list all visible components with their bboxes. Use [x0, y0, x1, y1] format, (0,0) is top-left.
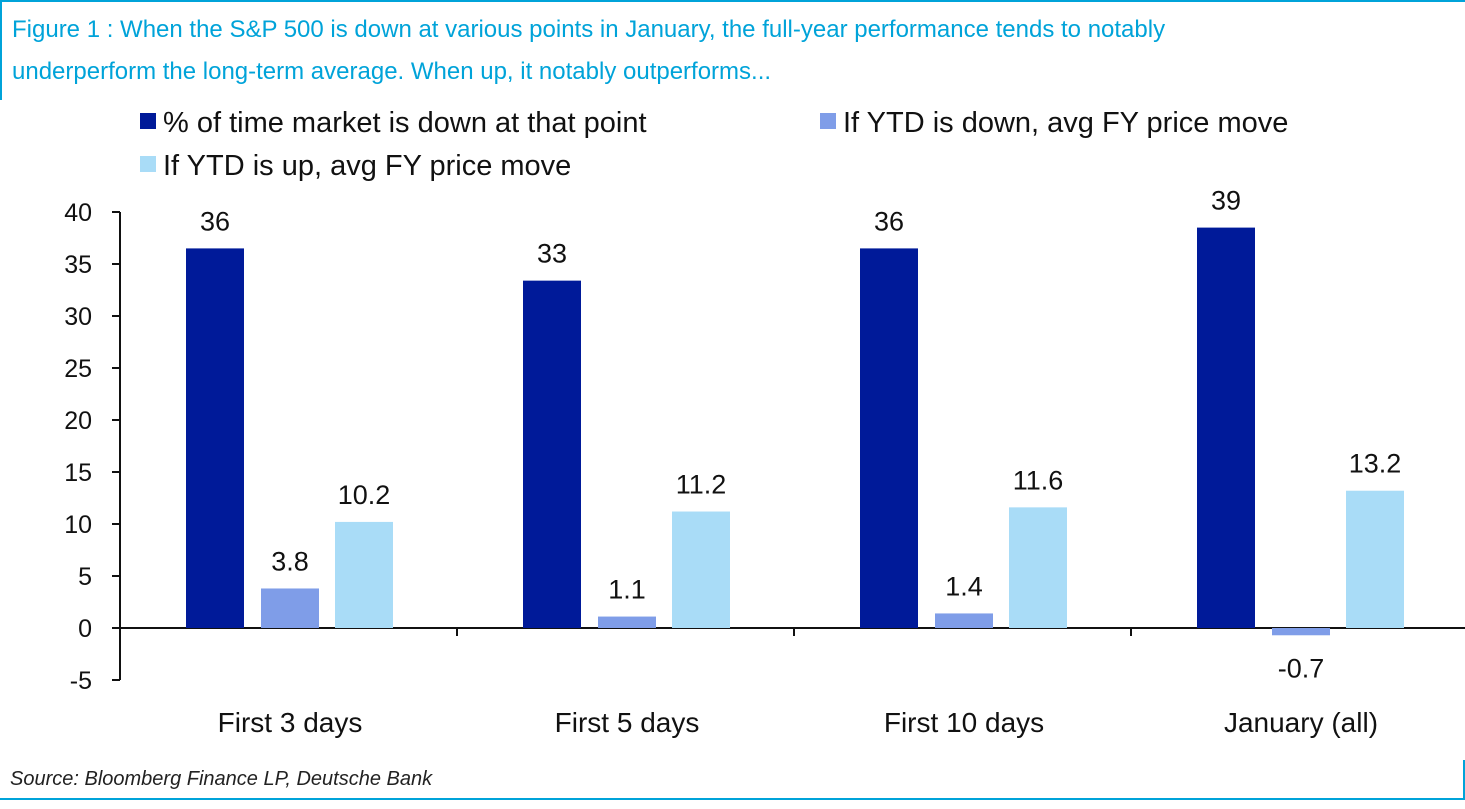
bar-value-label: 1.4: [945, 571, 983, 601]
legend-label: % of time market is down at that point: [163, 107, 647, 139]
bar-3: [672, 511, 730, 628]
legend-swatch: [820, 113, 836, 129]
legend-label: If YTD is up, avg FY price move: [163, 150, 571, 182]
x-axis: First 3 days First 5 days First 10 days Jan…: [120, 627, 1465, 738]
chart-legend: % of time market is down at that point If…: [140, 107, 1288, 182]
x-category-label: First 10 days: [884, 707, 1044, 738]
bar-3: [1009, 507, 1067, 628]
bar-1: [186, 248, 244, 628]
figure-frame-left: [0, 0, 2, 100]
bars-group: [186, 227, 1404, 636]
bar-labels-group: 36 3.8 10.2 33 1.1 11.2 36 1.4 11.6 39 -0.7 13.2: [200, 186, 1401, 684]
bar-value-label: 33: [537, 239, 567, 269]
bar-1: [860, 248, 918, 628]
bar-3: [335, 521, 393, 628]
legend-swatch: [140, 113, 156, 129]
bar-2: [598, 616, 656, 628]
legend-swatch: [140, 156, 156, 172]
bar-value-label: -0.7: [1278, 653, 1325, 683]
y-axis: 40 35 30 25 20 15 10 5 0 -5: [64, 199, 121, 695]
bar-3: [1346, 490, 1404, 628]
bar-value-label: 36: [200, 206, 230, 236]
bar-value-label: 39: [1211, 186, 1241, 216]
bar-value-label: 13.2: [1349, 449, 1402, 479]
bar-2: [1272, 628, 1330, 636]
source-note: Source: Bloomberg Finance LP, Deutsche B…: [10, 768, 433, 790]
y-tick-label: 20: [64, 407, 92, 435]
x-category-label: First 3 days: [218, 707, 363, 738]
bar-2: [261, 588, 319, 628]
figure-frame-bottom: [0, 798, 1465, 800]
bar-value-label: 1.1: [608, 575, 646, 605]
figure-frame-top: [0, 0, 1465, 2]
y-tick-label: 5: [78, 563, 92, 591]
y-tick-label: 15: [64, 459, 92, 487]
x-category-label: January (all): [1224, 707, 1378, 738]
bar-value-label: 3.8: [271, 546, 309, 576]
figure-frame-right: [1463, 760, 1465, 798]
bar-1: [523, 280, 581, 628]
y-tick-label: -5: [70, 667, 92, 695]
figure-title-line-1: Figure 1 : When the S&P 500 is down at v…: [12, 16, 1166, 43]
y-tick-label: 0: [78, 615, 92, 643]
x-category-label: First 5 days: [555, 707, 700, 738]
y-tick-label: 25: [64, 355, 92, 383]
bar-value-label: 11.2: [676, 470, 727, 500]
bar-1: [1197, 227, 1255, 628]
bar-2: [935, 613, 993, 628]
bar-value-label: 10.2: [338, 480, 391, 510]
y-tick-label: 30: [64, 303, 92, 331]
bar-value-label: 36: [874, 206, 904, 236]
legend-label: If YTD is down, avg FY price move: [843, 107, 1288, 139]
y-tick-label: 40: [64, 199, 92, 227]
bar-value-label: 11.6: [1013, 465, 1064, 495]
figure-title-line-2: underperform the long-term average. When…: [12, 58, 772, 85]
y-tick-label: 10: [64, 511, 92, 539]
y-tick-label: 35: [64, 251, 92, 279]
